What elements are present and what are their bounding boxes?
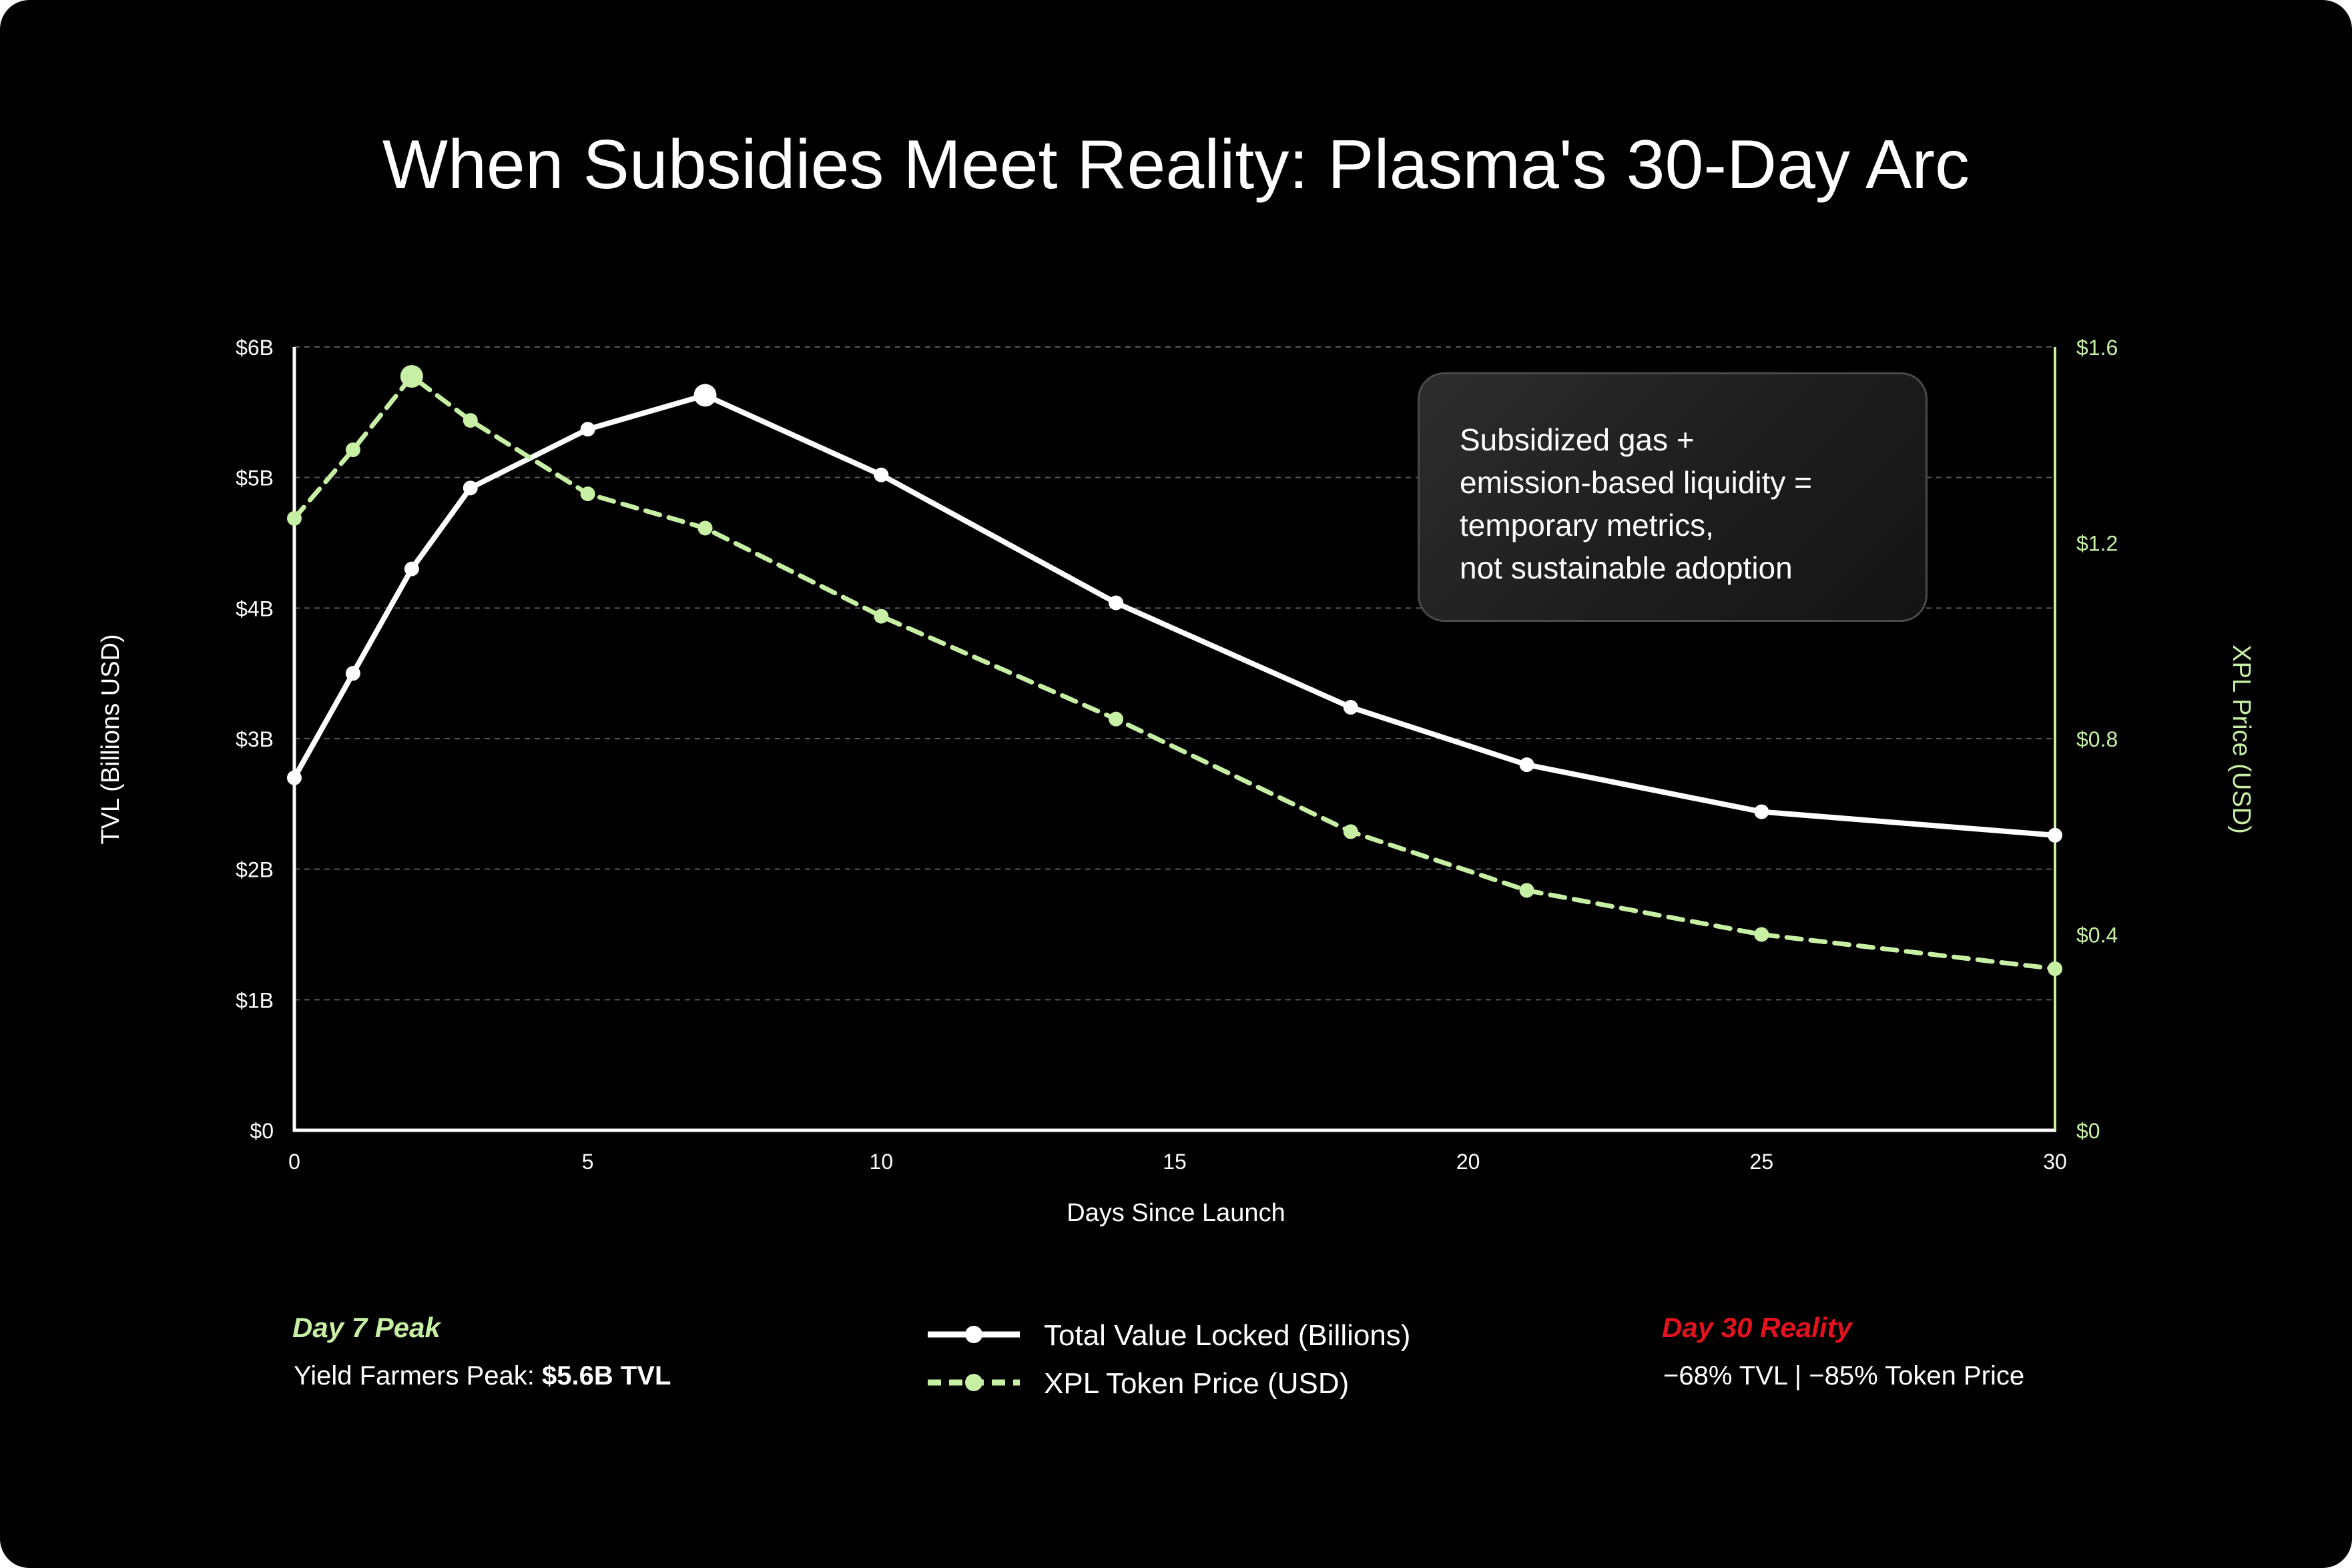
x-tick-label: 0	[288, 1150, 300, 1174]
y-right-tick-label: $1.2	[2076, 532, 2118, 556]
y-left-tick-label: $0	[250, 1119, 274, 1143]
x-tick-label: 10	[870, 1150, 894, 1174]
chart-title: When Subsidies Meet Reality: Plasma's 30…	[382, 126, 1970, 204]
price-point	[874, 609, 889, 624]
price-point	[2048, 961, 2062, 976]
price-point	[400, 365, 423, 388]
y-right-tick-label: $1.6	[2076, 336, 2118, 360]
legend-price-marker	[965, 1374, 982, 1391]
tvl-point	[1343, 700, 1358, 715]
y-right-tick-label: $0.8	[2076, 727, 2118, 751]
series-layer	[287, 365, 2062, 976]
tvl-point	[287, 770, 302, 785]
price-point	[580, 486, 595, 502]
y-left-tick-label: $4B	[236, 597, 274, 621]
legend-price-label: XPL Token Price (USD)	[1044, 1367, 1349, 1400]
price-line	[292, 374, 2058, 971]
y-left-tick-label: $3B	[236, 727, 274, 751]
x-tick-label: 20	[1456, 1150, 1480, 1174]
x-axis-title: Days Since Launch	[1067, 1199, 1285, 1227]
axes	[292, 347, 2056, 1132]
legend: Total Value Locked (Billions) XPL Token …	[928, 1319, 1410, 1400]
peak-title: Day 7 Peak	[292, 1312, 440, 1343]
y-left-tick-label: $1B	[236, 988, 274, 1012]
annotation-box: Subsidized gas + emission-based liquidit…	[1418, 372, 1928, 622]
y-right-tick-label: $0	[2076, 1119, 2100, 1143]
price-point	[1754, 927, 1769, 942]
y-right-tick-label: $0.4	[2076, 923, 2118, 947]
price-point	[697, 520, 713, 536]
tvl-point	[580, 422, 595, 437]
tvl-point	[463, 480, 478, 496]
x-tick-label: 5	[582, 1150, 594, 1174]
tvl-line	[292, 392, 2058, 838]
price-point	[345, 442, 360, 458]
tvl-point	[693, 384, 717, 407]
annotation-line: temporary metrics,	[1460, 508, 1714, 542]
x-tick-label: 30	[2043, 1150, 2067, 1174]
tvl-point	[874, 467, 889, 482]
legend-tvl-label: Total Value Locked (Billions)	[1044, 1319, 1410, 1352]
tvl-point	[1519, 757, 1534, 773]
y-right-axis-title: XPL Price (USD)	[2227, 645, 2255, 834]
price-point	[287, 510, 302, 526]
price-point	[1109, 711, 1124, 727]
reality-title: Day 30 Reality	[1662, 1312, 1852, 1343]
y-left-axis-title: TVL (Billions USD)	[97, 634, 125, 844]
grid-lines	[294, 346, 2055, 1001]
y-left-tick-label: $6B	[236, 336, 274, 360]
legend-tvl-marker	[965, 1326, 982, 1343]
tvl-point	[404, 561, 419, 576]
peak-prefix: Yield Farmers Peak:	[294, 1361, 542, 1391]
price-point	[463, 413, 478, 428]
annotation-line: not sustainable adoption	[1460, 550, 1793, 585]
annotation-line: Subsidized gas +	[1460, 422, 1695, 457]
peak-text: Yield Farmers Peak: $5.6B TVL	[294, 1361, 671, 1391]
price-point	[1519, 883, 1534, 898]
y-left-tick-label: $2B	[236, 858, 274, 882]
tvl-point	[1109, 595, 1124, 611]
tvl-point	[1754, 804, 1769, 819]
tvl-point	[345, 666, 360, 681]
tvl-point	[2048, 827, 2062, 843]
y-left-tick-label: $5B	[236, 466, 274, 490]
price-point	[1343, 824, 1358, 839]
annotation-line: emission-based liquidity =	[1460, 465, 1812, 500]
peak-value: $5.6B TVL	[541, 1361, 671, 1391]
tick-labels: $0 $1B $2B $3B $4B $5B $6B $0 $0.4 $0.8 $1.2 $1.6 0 5…	[236, 336, 2118, 1174]
x-tick-label: 25	[1750, 1150, 1774, 1174]
reality-text: −68% TVL | −85% Token Price	[1663, 1361, 2025, 1391]
x-tick-label: 15	[1163, 1150, 1187, 1174]
